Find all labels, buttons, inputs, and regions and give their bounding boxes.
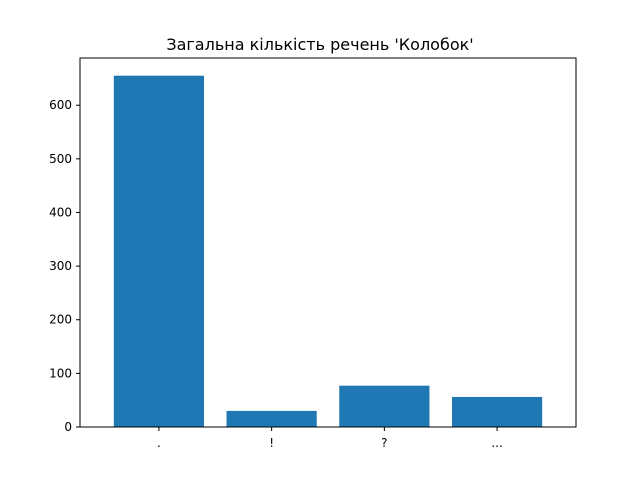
- bar-0: [113, 75, 204, 427]
- chart-title: Загальна кількість речень 'Колобок': [166, 35, 473, 54]
- bars-group: [113, 75, 543, 427]
- x-tick-label-2: ?: [381, 436, 387, 450]
- x-tick-label-0: .: [157, 436, 161, 450]
- y-tick-label-1: 100: [49, 366, 72, 380]
- bar-3: [452, 396, 543, 427]
- x-tick-label-3: ...: [491, 436, 502, 450]
- x-axis: .!?...: [157, 427, 503, 450]
- y-tick-label-4: 400: [49, 205, 72, 219]
- plot-frame: [79, 57, 577, 428]
- y-tick-label-0: 0: [64, 420, 72, 434]
- y-tick-label-3: 300: [49, 259, 72, 273]
- bar-1: [226, 410, 317, 427]
- y-tick-label-6: 600: [49, 98, 72, 112]
- x-tick-label-1: !: [269, 436, 274, 450]
- y-axis: 0 100 200 300 400 500 600: [49, 98, 80, 434]
- y-tick-label-5: 500: [49, 152, 72, 166]
- bar-2: [339, 385, 430, 427]
- y-tick-label-2: 200: [49, 313, 72, 327]
